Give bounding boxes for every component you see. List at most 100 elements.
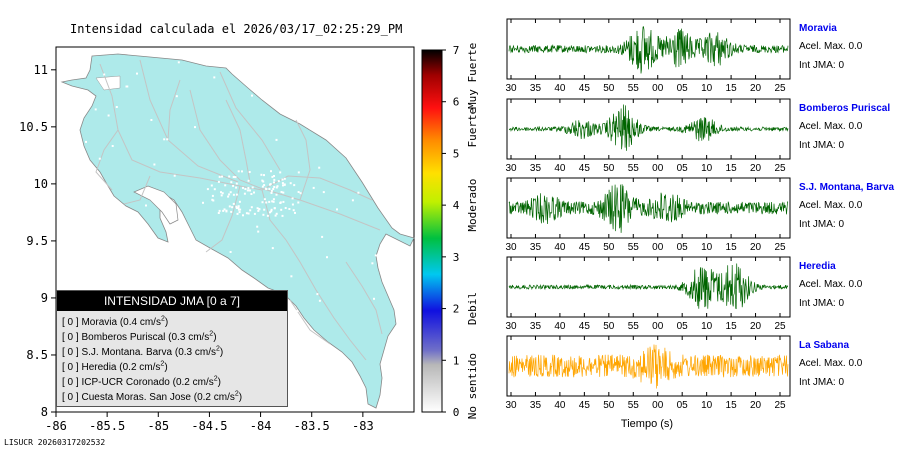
town-dot bbox=[232, 202, 235, 205]
waveform-tick-label: 50 bbox=[603, 163, 615, 174]
station-info: Heredia Acel. Max. 0.0 Int JMA: 0 bbox=[799, 261, 862, 313]
map-y-axis: 8 8.5 9 9.5 10 10.5 11 bbox=[19, 63, 56, 419]
town-dot bbox=[247, 179, 250, 182]
town-dot bbox=[248, 171, 251, 173]
waveform-tick-label: 30 bbox=[505, 321, 517, 332]
town-dot bbox=[271, 175, 274, 178]
town-dot bbox=[225, 210, 228, 213]
town-dot bbox=[275, 186, 278, 189]
town-dot bbox=[111, 145, 114, 147]
town-dot bbox=[268, 188, 271, 190]
waveform-tick-label: 20 bbox=[750, 83, 762, 94]
town-dot bbox=[270, 170, 272, 173]
legend-intensity: [ 0 ] bbox=[62, 332, 79, 343]
waveform-tick-label: 05 bbox=[677, 83, 689, 94]
town-dot bbox=[276, 185, 279, 188]
town-dot bbox=[270, 192, 273, 194]
map-x-tick-label: -84 bbox=[250, 419, 272, 433]
legend-row: [ 0 ] Cuesta Moras. San Jose (0.2 cm/s2) bbox=[62, 390, 243, 403]
road-2 bbox=[189, 89, 381, 231]
town-dot bbox=[299, 192, 302, 195]
town-dot bbox=[194, 126, 196, 129]
road-3 bbox=[261, 189, 367, 361]
waveform-tick-label: 05 bbox=[677, 321, 689, 332]
town-dot bbox=[281, 214, 284, 217]
town-dot bbox=[227, 195, 230, 198]
legend-station-name: Bomberos Puriscal bbox=[81, 332, 166, 343]
town-dot bbox=[228, 175, 231, 178]
waveform-tick-label: 50 bbox=[603, 400, 615, 411]
waveform-tick-label: 00 bbox=[652, 163, 664, 174]
waveform-tick-label: 35 bbox=[530, 321, 542, 332]
town-dot bbox=[275, 138, 278, 141]
waveform-tick-label: 00 bbox=[652, 83, 664, 94]
town-dot bbox=[210, 184, 213, 187]
town-dot bbox=[228, 193, 231, 196]
town-dot bbox=[281, 178, 284, 181]
waveform-tick-label: 40 bbox=[554, 163, 566, 174]
town-dot bbox=[263, 208, 266, 211]
road-4 bbox=[205, 185, 241, 253]
town-dot bbox=[230, 210, 233, 213]
town-dot bbox=[291, 203, 294, 206]
town-dot bbox=[218, 209, 221, 212]
waveform-tick-label: 25 bbox=[774, 242, 786, 253]
road-5 bbox=[295, 119, 311, 201]
footer-id: LISUCR 20260317202532 bbox=[4, 438, 106, 447]
colorbar-category-label: Muy Fuerte bbox=[466, 43, 479, 109]
station-info: Moravia Acel. Max. 0.0 Int JMA: 0 bbox=[799, 23, 862, 75]
town-dot bbox=[297, 191, 300, 193]
station-name: Moravia bbox=[799, 23, 837, 34]
waveform-tick-label: 35 bbox=[530, 83, 542, 94]
road-network bbox=[95, 59, 383, 361]
colorbar-tick-label: 2 bbox=[453, 303, 460, 316]
legend-station-name: S.J. Montana. Barva bbox=[81, 347, 173, 358]
town-dot bbox=[251, 186, 254, 189]
town-dot bbox=[232, 184, 235, 187]
town-dot bbox=[234, 176, 237, 179]
town-dot bbox=[217, 180, 220, 183]
town-dot bbox=[103, 73, 106, 76]
town-dot bbox=[274, 214, 277, 217]
waveform-tick-label: 15 bbox=[726, 242, 738, 253]
town-dot bbox=[357, 191, 360, 194]
town-dot bbox=[217, 212, 220, 214]
legend-acceleration: 0.3 bbox=[171, 332, 186, 343]
legend-acceleration: 0.2 bbox=[122, 362, 137, 373]
road-13 bbox=[123, 175, 151, 205]
town-dot bbox=[282, 200, 285, 203]
town-dot bbox=[235, 205, 238, 208]
town-dot bbox=[238, 200, 241, 203]
waveform-tick-label: 00 bbox=[652, 321, 664, 332]
legend-unit: cm/s bbox=[213, 392, 235, 403]
waveform-tick-label: 35 bbox=[530, 242, 542, 253]
colorbar-tick-label: 5 bbox=[453, 147, 460, 160]
town-dot bbox=[211, 194, 214, 197]
waveform-tick-label: 10 bbox=[701, 321, 713, 332]
colorbar-tick-label: 7 bbox=[453, 44, 460, 57]
town-dot bbox=[279, 171, 282, 174]
legend-title: INTENSIDAD JMA [0 a 7] bbox=[57, 291, 287, 311]
waveform-tick-label: 30 bbox=[505, 163, 517, 174]
colorbar-tick-label: 3 bbox=[453, 251, 460, 264]
town-dot bbox=[246, 189, 249, 192]
town-dot bbox=[237, 205, 240, 208]
town-dot bbox=[242, 186, 244, 189]
town-dot bbox=[250, 206, 253, 209]
town-dot bbox=[177, 61, 180, 64]
town-dot bbox=[293, 184, 296, 187]
town-dot bbox=[232, 176, 235, 178]
legend-acceleration: 0.3 bbox=[178, 347, 193, 358]
legend-list: [ 0 ] Moravia (0.4 cm/s2)[ 0 ] Bomberos … bbox=[57, 311, 287, 405]
station-int: Int JMA: 0 bbox=[799, 377, 845, 388]
town-dot bbox=[269, 211, 271, 214]
town-dot bbox=[272, 188, 275, 190]
town-dot bbox=[312, 186, 315, 189]
station-acel: Acel. Max. 0.0 bbox=[799, 41, 863, 52]
town-dot bbox=[175, 95, 178, 98]
town-dot bbox=[350, 84, 352, 87]
waveform-tick-label: 15 bbox=[726, 163, 738, 174]
waveform-tick-label: 45 bbox=[579, 163, 591, 174]
town-dot bbox=[150, 119, 153, 121]
town-dot bbox=[243, 192, 246, 195]
